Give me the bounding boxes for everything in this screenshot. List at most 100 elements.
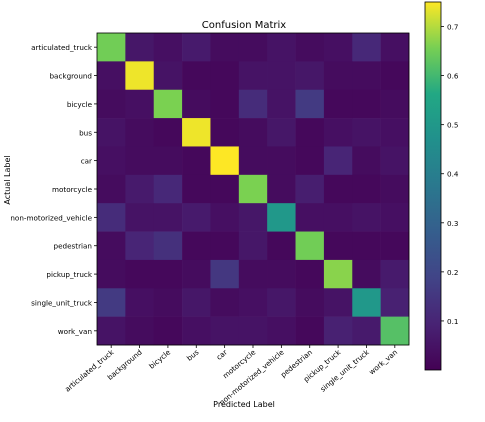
heatmap-cell [295,89,325,119]
y-tick-label: pedestrian [54,242,92,251]
heatmap-cell [238,89,268,119]
heatmap-cell [210,174,240,204]
y-axis-label: Actual Label [3,155,12,204]
heatmap-cell [210,89,240,119]
heatmap-cell [352,288,381,317]
heatmap-cell [97,231,126,261]
heatmap-cell [238,146,268,176]
heatmap-cell [380,174,410,204]
heatmap-cell [238,231,268,261]
heatmap-cell [352,203,381,232]
heatmap-cell [323,174,353,204]
heatmap-cell [153,203,183,232]
heatmap-cell [238,288,268,317]
y-tick-label: car [81,157,92,166]
heatmap-cell [125,61,155,91]
heatmap-cell [352,118,381,147]
chart-title: Confusion Matrix [202,20,286,31]
y-tick-label: motorcycle [52,185,93,194]
colorbar-tick-label: 0.4 [447,170,459,179]
heatmap-cell [125,146,155,176]
y-tick-label: work_van [58,327,92,336]
x-tick-label: bus [185,347,201,362]
heatmap-cell [352,61,381,91]
y-tick-label: pickup_truck [46,270,92,279]
heatmap-cell [238,118,268,147]
heatmap-cell [380,89,410,119]
heatmap-cell [267,231,296,261]
heatmap-cell [267,259,296,289]
y-tick-label: articulated_truck [31,43,93,52]
heatmap-cell [352,174,381,204]
heatmap-cell [153,231,183,261]
heatmap-cell [125,118,155,147]
heatmap-cell [182,146,211,176]
heatmap-cell [153,89,183,119]
heatmap-cell [295,33,325,62]
heatmap-cell [210,118,240,147]
heatmap-cell [182,118,211,147]
colorbar: 0.1 0.2 0.3 0.4 0.5 0.6 0.7 [424,1,459,371]
heatmap-cell [97,174,126,204]
heatmap-cell [182,259,211,289]
heatmap-cell [238,174,268,204]
y-tick-label: bus [79,128,92,137]
heatmap-cell [125,288,155,317]
heatmap-cell [210,316,240,346]
heatmap-cell [323,33,353,62]
heatmap-cell [380,316,410,346]
heatmap-cell [125,231,155,261]
colorbar-gradient [425,2,441,370]
heatmap-cell [295,61,325,91]
heatmap-cell [97,146,126,176]
x-tick-label: work_van [367,348,399,377]
heatmap-cell [323,61,353,91]
heatmap-cell [125,33,155,62]
heatmap-cell [323,231,353,261]
heatmap-cell [153,146,183,176]
heatmap-cell [352,33,381,62]
heatmap-cell [125,259,155,289]
heatmap-cell [380,118,410,147]
heatmap-cell [267,33,296,62]
x-tick-label: bicycle [147,347,172,370]
y-tick-label: background [49,72,92,81]
heatmap-cell [380,33,410,62]
heatmap-cell [380,288,410,317]
x-axis-label: Predicted Label [213,400,275,409]
heatmap-cell [182,61,211,91]
heatmap-cell [380,259,410,289]
heatmap-cell [380,146,410,176]
heatmap-cell [323,118,353,147]
heatmap-cell [323,146,353,176]
heatmap-cell [352,231,381,261]
heatmap-cell [153,288,183,317]
y-tick-label: bicycle [67,100,93,109]
heatmap-cell [153,61,183,91]
heatmap-cell [352,146,381,176]
heatmap-cell [153,118,183,147]
heatmap-cell [182,316,211,346]
heatmap-cell [295,288,325,317]
heatmap-cell [97,89,126,119]
heatmap-cell [238,203,268,232]
heatmap-cell [267,288,296,317]
heatmap-cell [323,203,353,232]
colorbar-tick-label: 0.5 [447,121,458,130]
heatmap-cell [210,61,240,91]
heatmap-cell [295,259,325,289]
x-tick-label: car [214,348,228,362]
heatmap-cell [97,203,126,232]
heatmap-cell [153,174,183,204]
heatmap-cell [182,288,211,317]
heatmap-cell [238,33,268,62]
heatmap-cell [295,203,325,232]
heatmap-cell [182,231,211,261]
heatmap-cell [125,89,155,119]
heatmap-cell [182,89,211,119]
heatmap-cell [182,203,211,232]
heatmap-cell [125,316,155,346]
heatmap-cell [295,231,325,261]
heatmap-cell [295,316,325,346]
colorbar-tick-label: 0.6 [447,72,459,81]
